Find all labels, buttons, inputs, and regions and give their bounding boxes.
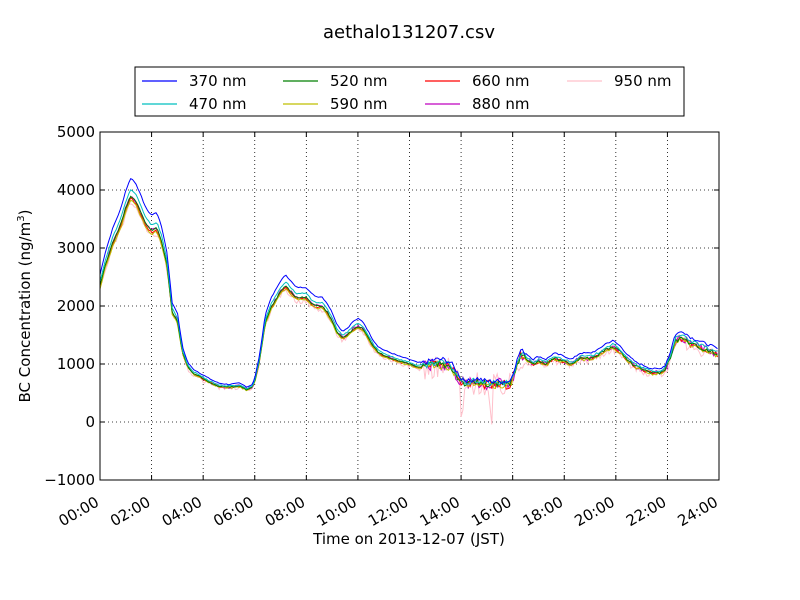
y-tick-label: 1000 [57,355,95,373]
y-tick-label: 4000 [57,181,95,199]
series-line [100,178,718,388]
series-line [100,195,718,391]
y-tick-label: 5000 [57,123,95,141]
legend-label: 590 nm [330,95,388,113]
y-tick-labels: −1000 0 1000 2000 3000 4000 5000 [44,123,95,489]
y-axis-label-sup: 3 [16,215,27,221]
legend-box [134,66,685,117]
legend-label: 520 nm [330,72,388,90]
chart-title: aethalo131207.csv [323,22,495,43]
y-tick-label: 0 [85,413,95,431]
legend-label: 370 nm [189,72,247,90]
series-line [100,203,718,425]
y-tick-label: 3000 [57,239,95,257]
svg-text:BC Concentration (ng/m3): BC Concentration (ng/m3) [16,210,34,403]
legend-label: 470 nm [189,95,247,113]
legend-label: 660 nm [472,72,530,90]
y-tick-label: −1000 [44,471,95,489]
axis-ticks [99,131,720,481]
legend: 370 nm 470 nm 520 nm 590 nm 660 nm 880 nm 950 … [134,66,685,117]
y-axis-label: BC Concentration (ng/m3) [16,210,34,403]
x-axis-label: Time on 2013-12-07 (JST) [312,530,505,548]
legend-label: 950 nm [614,72,672,90]
legend-label: 880 nm [472,95,530,113]
series-group [100,178,718,425]
y-axis-label-close: ) [16,210,34,216]
y-axis-label-main: BC Concentration (ng/m [16,222,34,403]
y-tick-label: 2000 [57,297,95,315]
series-line [100,189,718,390]
